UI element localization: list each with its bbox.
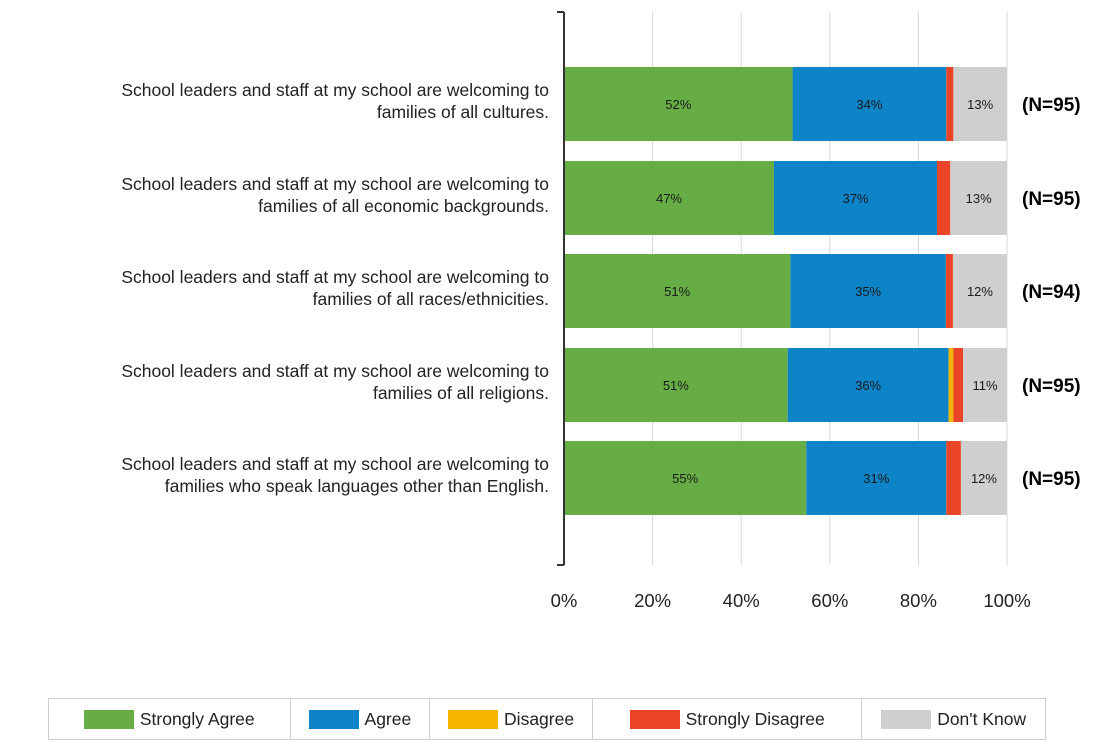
data-label: 55% — [672, 471, 698, 486]
bars — [564, 67, 1007, 515]
y-axis — [557, 11, 565, 566]
legend-label: Don't Know — [937, 708, 1027, 729]
data-label: 31% — [863, 471, 889, 486]
legend-swatch — [308, 709, 359, 729]
legend-item: Agree — [291, 699, 431, 739]
legend-item: Strongly Agree — [49, 699, 291, 739]
n-label: (N=95) — [1022, 469, 1081, 490]
category-label: School leaders and staff at my school ar… — [121, 454, 549, 496]
legend: Strongly Agree Agree Disagree Strongly Disa… — [48, 698, 1046, 740]
bar-segment — [948, 348, 954, 422]
n-label: (N=95) — [1022, 189, 1081, 210]
legend-swatch — [83, 709, 134, 729]
data-label: 36% — [855, 378, 881, 393]
x-tick-label: 20% — [634, 590, 671, 611]
x-tick-label: 60% — [811, 590, 848, 611]
data-label: 37% — [842, 191, 868, 206]
bar-segment — [945, 254, 953, 328]
bar-segment — [960, 441, 1007, 515]
x-tick-label: 0% — [551, 590, 578, 611]
stacked-bar-chart: 0% 20% 40% 60% 80% 100% 52% 34% 13% School leader… — [121, 11, 1081, 611]
bar-segment — [953, 348, 964, 422]
legend-label: Disagree — [504, 708, 575, 729]
bar-segment — [792, 67, 947, 141]
x-tick-label: 40% — [723, 590, 760, 611]
data-label: 13% — [967, 97, 993, 112]
category-label: School leaders and staff at my school ar… — [121, 267, 549, 309]
bar-segment — [564, 441, 807, 515]
bar-segment — [937, 161, 951, 235]
bar-segment — [564, 67, 793, 141]
bar-segment — [806, 441, 947, 515]
bar-segment — [787, 348, 949, 422]
legend-item: Disagree — [430, 699, 593, 739]
legend-label: Agree — [364, 708, 412, 729]
category-label: School leaders and staff at my school ar… — [121, 174, 549, 216]
data-label: 47% — [656, 191, 682, 206]
x-tick-label: 80% — [900, 590, 937, 611]
bar-segment — [790, 254, 946, 328]
x-tick-label: 100% — [983, 590, 1030, 611]
bar-segment — [946, 441, 961, 515]
legend-item: Don't Know — [862, 699, 1045, 739]
data-label: 12% — [967, 284, 993, 299]
bar-segment — [946, 67, 954, 141]
data-label: 11% — [973, 378, 998, 393]
legend-label: Strongly Disagree — [685, 708, 825, 729]
bar-segment — [952, 254, 1007, 328]
legend-swatch — [448, 709, 499, 729]
bar-segment — [564, 348, 788, 422]
n-label: (N=95) — [1022, 95, 1081, 116]
n-label: (N=95) — [1022, 376, 1081, 397]
legend-swatch — [629, 709, 680, 729]
bar-segment — [950, 161, 1007, 235]
category-label: School leaders and staff at my school ar… — [121, 80, 549, 122]
n-label: (N=94) — [1022, 282, 1081, 303]
bar-segment — [963, 348, 1007, 422]
legend-label: Strongly Agree — [139, 708, 255, 729]
legend-swatch — [881, 709, 932, 729]
bar-segment — [564, 161, 774, 235]
data-label: 34% — [856, 97, 882, 112]
category-label: School leaders and staff at my school ar… — [121, 361, 549, 403]
data-label: 51% — [664, 284, 690, 299]
data-label: 52% — [665, 97, 691, 112]
bar-segment — [953, 67, 1007, 141]
legend-item: Strongly Disagree — [593, 699, 863, 739]
bar-segment — [564, 254, 791, 328]
data-label: 12% — [971, 471, 997, 486]
bar-segment — [773, 161, 938, 235]
labels: 0% 20% 40% 60% 80% 100% 52% 34% 13% School leader… — [121, 80, 1080, 611]
data-label: 13% — [966, 191, 992, 206]
data-label: 35% — [855, 284, 881, 299]
data-label: 51% — [663, 378, 689, 393]
